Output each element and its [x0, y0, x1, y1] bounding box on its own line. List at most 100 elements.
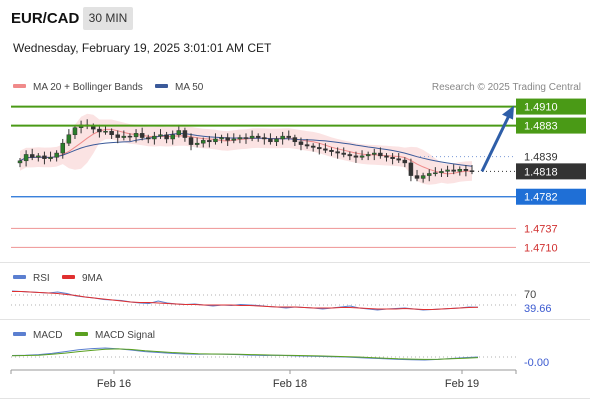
- candle-body: [372, 152, 377, 155]
- candle-body: [219, 137, 224, 140]
- candle-body: [60, 142, 66, 154]
- price-panel: 1.4910 1.4883 1.4839 1.4818 1.4782 1.4737 1.47…: [11, 98, 586, 254]
- timeframe-button[interactable]: 30 MIN: [83, 7, 133, 30]
- candle-body: [103, 130, 108, 133]
- candle-body: [329, 149, 334, 152]
- candle: [36, 153, 41, 162]
- panel-divider: [0, 398, 590, 399]
- rsi-current-label: 39.66: [524, 303, 552, 315]
- candle-body: [164, 134, 169, 140]
- candle: [457, 166, 463, 176]
- candle: [347, 151, 353, 161]
- candle: [317, 143, 322, 155]
- candle: [194, 137, 200, 148]
- candle-body: [249, 135, 255, 139]
- candle: [420, 172, 426, 183]
- candle-body: [54, 152, 59, 158]
- candle: [176, 124, 182, 138]
- panel-divider: [0, 262, 590, 263]
- candle-body: [317, 147, 322, 150]
- x-axis: Feb 16 Feb 18 Feb 19: [10, 369, 517, 390]
- candle-body: [408, 162, 414, 176]
- candle: [445, 165, 450, 177]
- legend-label-macd: MACD: [33, 330, 62, 341]
- resistance-tag: [516, 98, 586, 115]
- candle-body: [158, 134, 163, 137]
- x-tick-label: Feb 18: [273, 378, 307, 390]
- candle-body: [426, 173, 432, 176]
- candle: [152, 131, 157, 145]
- candle: [335, 147, 340, 159]
- legend-swatch-ma20: [13, 84, 26, 88]
- candle-body: [188, 137, 194, 145]
- support-tag: [516, 188, 586, 205]
- candle-body: [176, 130, 182, 135]
- candle-body: [91, 126, 96, 130]
- legend-swatch-macd-signal: [75, 332, 88, 336]
- forecast-arrow-shaft: [480, 114, 511, 173]
- candle: [139, 127, 145, 141]
- candle-body: [207, 140, 212, 143]
- candle: [353, 151, 359, 163]
- candle-body: [457, 169, 463, 172]
- candle: [127, 133, 133, 142]
- candle-body: [23, 154, 29, 162]
- current-price-tag: [516, 163, 586, 180]
- legend-swatch-rsi: [13, 275, 26, 279]
- candle-body: [310, 145, 316, 148]
- macd-signal-line: [11, 348, 479, 360]
- candle: [426, 169, 432, 182]
- candle: [365, 151, 371, 161]
- candle: [274, 136, 279, 147]
- candle-body: [127, 135, 133, 138]
- support-tag-label: 1.4782: [524, 192, 558, 204]
- candle-body: [182, 130, 188, 138]
- candle: [433, 167, 438, 177]
- candle-body: [170, 134, 175, 140]
- candle-body: [298, 141, 304, 145]
- candle: [158, 129, 163, 139]
- candle: [414, 169, 420, 182]
- candle-body: [280, 135, 285, 140]
- legend-swatch-ma50: [155, 84, 168, 88]
- candle-body: [451, 169, 456, 172]
- candle-body: [445, 169, 450, 172]
- candle: [115, 130, 120, 144]
- candle: [298, 137, 304, 151]
- legend-label-ma20: MA 20 + Bollinger Bands: [33, 82, 143, 93]
- candle-body: [402, 159, 408, 164]
- x-tick-label: Feb 19: [445, 378, 479, 390]
- candle: [384, 153, 389, 162]
- candle-body: [304, 144, 310, 147]
- candle: [23, 150, 29, 167]
- macd-current-label: -0.00: [524, 357, 549, 369]
- legend-label-ma50: MA 50: [175, 82, 204, 93]
- candle-body: [323, 148, 328, 151]
- candle-body: [469, 170, 475, 172]
- candle-body: [365, 154, 371, 157]
- current-price-label: 1.4818: [524, 166, 558, 178]
- candle: [66, 129, 72, 147]
- candle-body: [29, 154, 35, 158]
- candle-body: [146, 137, 151, 140]
- rsi-line: [11, 290, 479, 311]
- candle: [42, 151, 47, 165]
- candle: [329, 147, 334, 156]
- support-label: 1.4737: [524, 223, 558, 235]
- candle-body: [97, 128, 102, 133]
- candle: [207, 136, 212, 148]
- candle: [188, 133, 194, 151]
- candle: [323, 143, 328, 154]
- candle: [17, 157, 23, 168]
- candle: [133, 129, 139, 143]
- candle: [469, 165, 475, 175]
- resistance-tag-label: 1.4883: [524, 121, 558, 133]
- panel-divider: [0, 319, 590, 320]
- rsi-ma-line: [12, 291, 479, 310]
- candle-body: [237, 137, 243, 140]
- candle-body: [194, 142, 200, 145]
- candle: [103, 125, 108, 135]
- candle: [463, 165, 469, 177]
- candle: [262, 133, 267, 145]
- candle: [408, 158, 414, 182]
